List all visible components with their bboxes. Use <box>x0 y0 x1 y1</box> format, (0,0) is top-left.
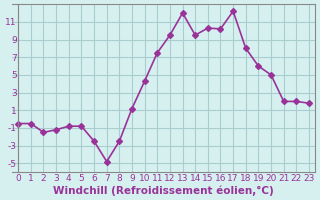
X-axis label: Windchill (Refroidissement éolien,°C): Windchill (Refroidissement éolien,°C) <box>53 185 274 196</box>
